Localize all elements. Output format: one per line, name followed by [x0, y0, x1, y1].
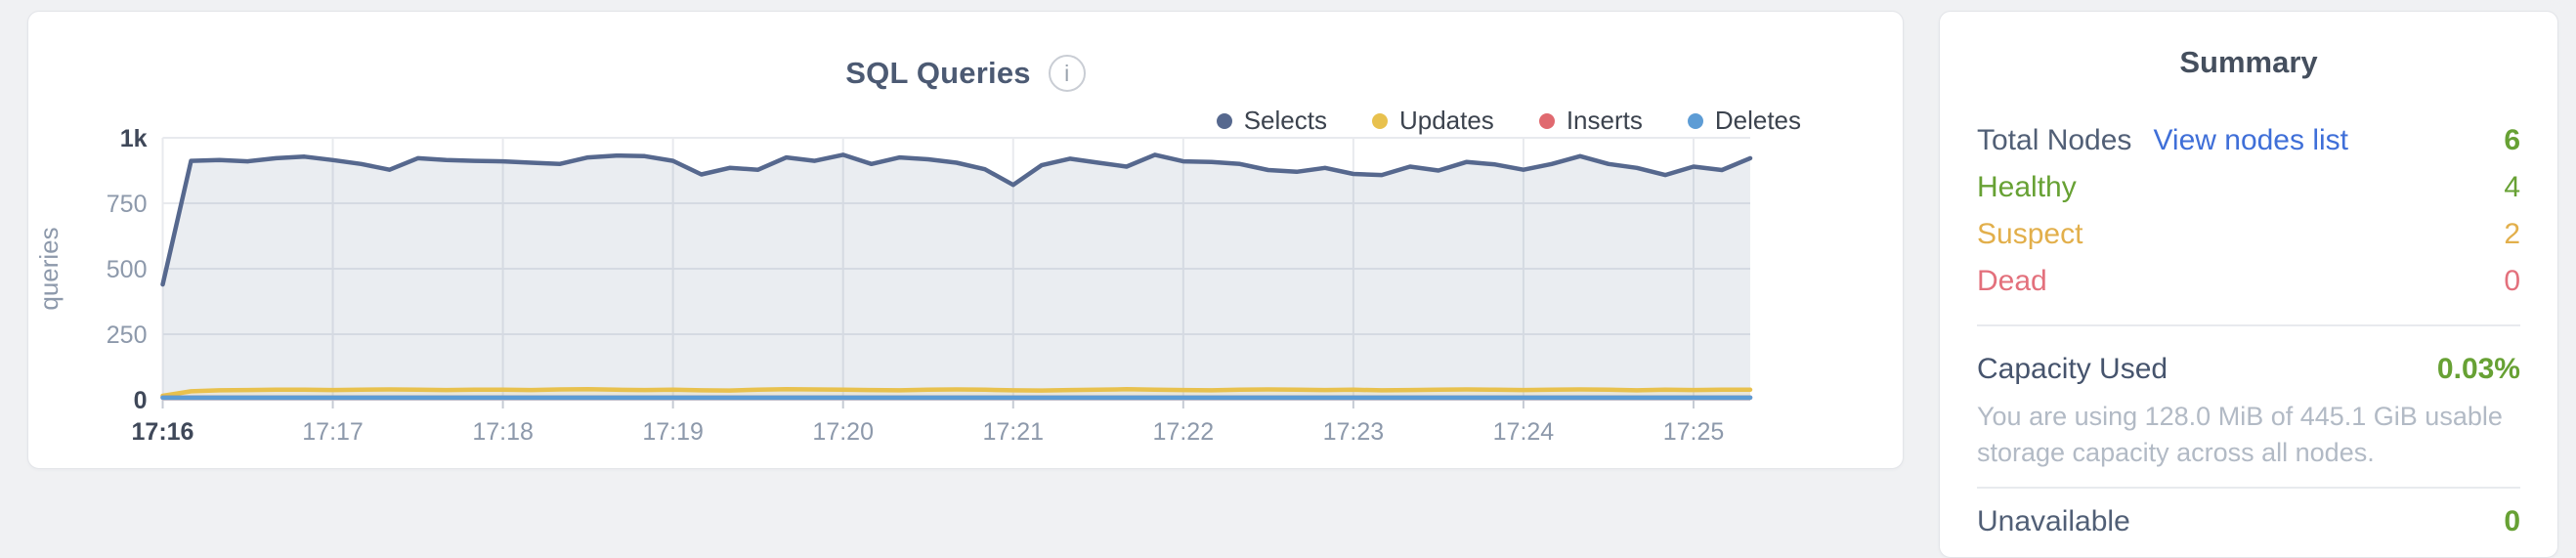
svg-text:17:24: 17:24	[1493, 418, 1555, 446]
svg-text:250: 250	[107, 322, 148, 349]
svg-text:500: 500	[107, 256, 148, 283]
svg-text:17:16: 17:16	[132, 418, 194, 446]
legend-dot-icon	[1216, 112, 1232, 129]
legend-dot-icon	[1371, 112, 1388, 129]
legend-dot-icon	[1687, 112, 1703, 129]
chart-legend: Selects Updates Inserts Deletes	[1216, 106, 1801, 136]
capacity-description: You are using 128.0 MiB of 445.1 GiB usa…	[1977, 402, 2503, 467]
info-icon[interactable]: i	[1048, 55, 1086, 92]
unavailable-value: 0	[2504, 505, 2520, 537]
view-nodes-list-link[interactable]: View nodes list	[2153, 124, 2348, 156]
svg-text:17:18: 17:18	[472, 418, 534, 446]
legend-item-inserts: Inserts	[1538, 106, 1643, 136]
legend-item-label: Inserts	[1566, 106, 1643, 135]
capacity-used-row: Capacity Used 0.03%	[1977, 346, 2520, 393]
svg-text:1k: 1k	[120, 125, 148, 152]
svg-text:17:22: 17:22	[1153, 418, 1215, 446]
svg-text:17:23: 17:23	[1323, 418, 1385, 446]
svg-text:17:21: 17:21	[982, 418, 1044, 446]
svg-text:17:19: 17:19	[642, 418, 704, 446]
unavailable-row: Unavailable 0	[1977, 498, 2520, 545]
healthy-value: 4	[2504, 171, 2520, 203]
dead-value: 0	[2504, 265, 2520, 297]
svg-text:queries: queries	[34, 227, 64, 310]
legend-item-deletes: Deletes	[1687, 106, 1801, 136]
capacity-used-value: 0.03%	[2436, 353, 2520, 385]
chart-title-row: SQL Queries i	[28, 55, 1903, 92]
chart-title: SQL Queries	[845, 56, 1031, 90]
legend-item-label: Updates	[1398, 106, 1494, 135]
summary-divider	[1977, 324, 2520, 326]
healthy-row: Healthy 4	[1977, 164, 2520, 211]
healthy-label: Healthy	[1977, 171, 2077, 203]
dead-label: Dead	[1977, 265, 2047, 297]
total-nodes-value: 6	[2504, 124, 2520, 156]
summary-panel: Summary Total Nodes View nodes list 6 He…	[1939, 11, 2558, 558]
suspect-row: Suspect 2	[1977, 211, 2520, 258]
summary-divider-2	[1977, 487, 2520, 489]
summary-title: Summary	[2179, 45, 2318, 79]
legend-item-updates: Updates	[1371, 106, 1494, 136]
sql-queries-panel: SQL Queries i Selects Updates Inserts Delet…	[27, 11, 1904, 469]
svg-text:17:20: 17:20	[812, 418, 874, 446]
dead-row: Dead 0	[1977, 258, 2520, 305]
legend-item-label: Selects	[1243, 106, 1327, 135]
suspect-value: 2	[2504, 218, 2520, 250]
total-nodes-row: Total Nodes View nodes list 6	[1977, 117, 2520, 164]
legend-item-label: Deletes	[1714, 106, 1801, 135]
svg-text:750: 750	[107, 191, 148, 218]
unavailable-label: Unavailable	[1977, 505, 2130, 537]
svg-text:0: 0	[134, 387, 148, 414]
legend-item-selects: Selects	[1216, 106, 1327, 136]
suspect-label: Suspect	[1977, 218, 2083, 250]
sql-queries-chart: 17:16 17:17 17:18 17:19 17:20 17:21 17:22 17:23…	[34, 125, 1753, 446]
svg-text:17:17: 17:17	[302, 418, 364, 446]
svg-text:17:25: 17:25	[1663, 418, 1725, 446]
total-nodes-label: Total Nodes	[1977, 124, 2132, 156]
capacity-used-label: Capacity Used	[1977, 353, 2168, 385]
legend-dot-icon	[1538, 112, 1555, 129]
